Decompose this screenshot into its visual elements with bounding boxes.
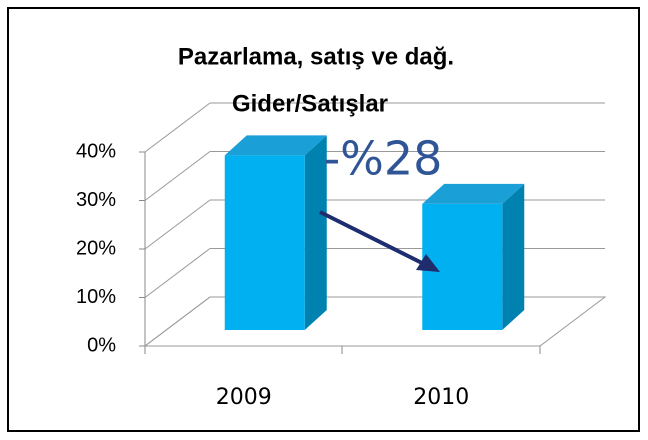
x-tick-label: 2009 xyxy=(216,385,272,410)
bar-side xyxy=(502,183,525,330)
y-tick-label: 20% xyxy=(76,237,116,259)
y-tick-label: 40% xyxy=(76,140,116,162)
arrow-head xyxy=(416,254,440,272)
y-tick-label: 30% xyxy=(76,189,116,211)
grid-line xyxy=(144,296,211,347)
annotation: -%28 xyxy=(324,132,443,186)
y-tick-label: 0% xyxy=(87,334,116,356)
chart-title: Gider/Satışlar xyxy=(232,90,388,117)
chart-title: Pazarlama, satış ve dağ. xyxy=(178,43,454,70)
bar xyxy=(224,155,305,330)
bar-top xyxy=(422,183,525,204)
grid-line xyxy=(144,248,211,298)
bar-top xyxy=(224,135,327,156)
arrow xyxy=(319,210,431,269)
grid-line xyxy=(144,102,211,153)
x-tick-label: 2010 xyxy=(413,385,469,410)
grid-line xyxy=(144,199,211,250)
grid-line xyxy=(144,151,211,201)
y-tick-label: 10% xyxy=(76,286,116,308)
bar-side xyxy=(304,135,327,330)
